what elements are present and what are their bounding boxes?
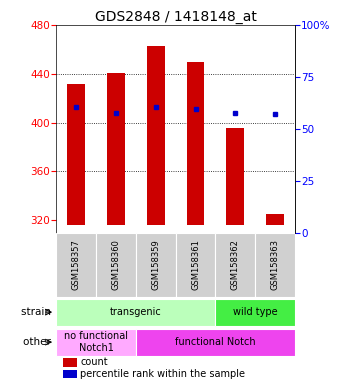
Bar [266,214,284,225]
Bar [226,127,244,225]
Bar [67,84,85,225]
Text: strain: strain [20,307,54,317]
Bar [216,233,255,297]
Bar [216,299,295,326]
Bar [147,46,165,225]
Text: wild type: wild type [233,307,278,317]
Bar [136,329,295,356]
Text: GSM158363: GSM158363 [270,239,280,290]
Text: count: count [80,358,108,367]
Bar [176,233,216,297]
Bar [107,73,125,225]
Text: other: other [23,337,54,347]
Bar [56,299,216,326]
Bar [63,358,76,367]
Bar [56,233,96,297]
Bar [56,329,136,356]
Text: functional Notch: functional Notch [175,337,256,347]
Text: GSM158361: GSM158361 [191,239,200,290]
Text: percentile rank within the sample: percentile rank within the sample [80,369,245,379]
Bar [255,233,295,297]
Bar [96,233,136,297]
Title: GDS2848 / 1418148_at: GDS2848 / 1418148_at [95,10,256,24]
Text: GSM158360: GSM158360 [112,239,120,290]
Text: GSM158357: GSM158357 [72,239,81,290]
Text: transgenic: transgenic [110,307,162,317]
Text: GSM158359: GSM158359 [151,240,160,290]
Text: GSM158362: GSM158362 [231,239,240,290]
Bar [63,369,76,378]
Bar [187,61,205,225]
Bar [136,233,176,297]
Text: no functional
Notch1: no functional Notch1 [64,331,128,353]
